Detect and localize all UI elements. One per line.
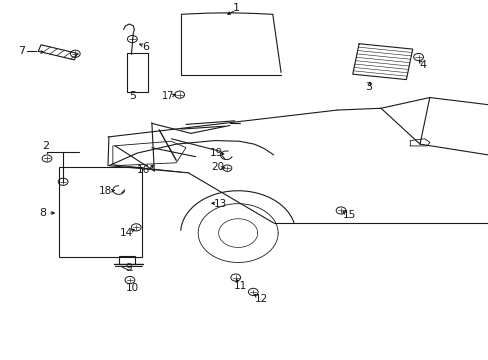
Text: 14: 14 (120, 228, 133, 238)
Text: 4: 4 (419, 60, 426, 70)
Text: 18: 18 (99, 186, 112, 196)
Bar (119, 256, 135, 264)
Text: 12: 12 (254, 294, 267, 304)
Text: 3: 3 (364, 82, 371, 93)
Text: 19: 19 (209, 148, 223, 158)
Text: 10: 10 (125, 283, 139, 293)
Text: 6: 6 (142, 42, 149, 52)
Text: 17: 17 (162, 91, 174, 102)
Text: 1: 1 (232, 3, 239, 13)
Text: 5: 5 (128, 91, 136, 102)
Bar (127, 53, 148, 92)
Text: 7: 7 (18, 46, 25, 56)
Text: 16: 16 (136, 165, 149, 175)
Text: 15: 15 (342, 210, 355, 220)
Bar (59, 167, 142, 257)
Text: 9: 9 (125, 263, 132, 273)
Text: 20: 20 (211, 162, 224, 172)
Text: 11: 11 (233, 281, 247, 291)
Text: 8: 8 (39, 208, 46, 218)
Text: 13: 13 (213, 199, 226, 210)
Text: 2: 2 (42, 141, 49, 151)
